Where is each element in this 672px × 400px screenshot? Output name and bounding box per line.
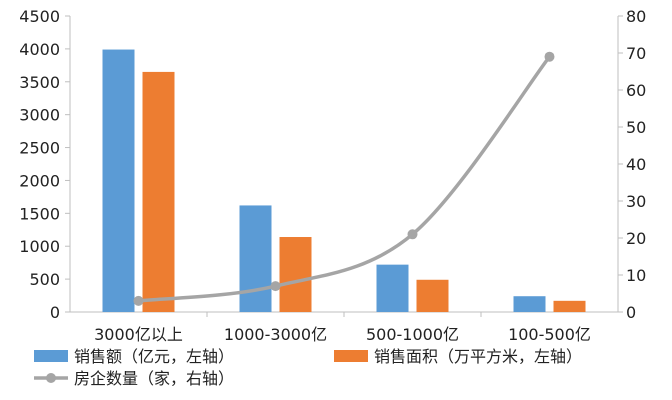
legend: 销售额（亿元，左轴） 销售面积（万平方米，左轴） 房企数量（家，右轴） — [34, 347, 582, 388]
bar-sales-area — [553, 300, 586, 312]
legend-label: 销售面积（万平方米，左轴） — [374, 347, 582, 366]
right-tick-label: 60 — [626, 81, 646, 100]
bar-sales-area — [279, 237, 312, 312]
legend-swatch — [34, 350, 68, 362]
left-tick-label: 1500 — [19, 204, 60, 223]
category-label: 1000-3000亿 — [224, 325, 327, 344]
bar-sales-amount — [376, 264, 409, 312]
bar-sales-amount — [513, 296, 546, 312]
left-tick-label: 3500 — [19, 73, 60, 92]
right-tick-label: 80 — [626, 7, 646, 26]
left-tick-label: 1000 — [19, 237, 60, 256]
right-tick-label: 0 — [626, 303, 636, 322]
bar-sales-area — [142, 71, 175, 313]
line-layer — [133, 51, 555, 306]
left-tick-label: 3000 — [19, 106, 60, 125]
category-label: 3000亿以上 — [94, 325, 183, 344]
legend-swatch — [334, 350, 368, 362]
legend-item: 销售面积（万平方米，左轴） — [334, 347, 582, 366]
left-tick-label: 2000 — [19, 171, 60, 190]
category-label: 100-500亿 — [508, 325, 591, 344]
bar-sales-area — [416, 279, 449, 312]
bars-layer — [102, 49, 586, 313]
right-tick-label: 20 — [626, 229, 646, 248]
left-tick-label: 500 — [29, 270, 60, 289]
line-point — [407, 229, 418, 240]
left-tick-label: 2500 — [19, 139, 60, 158]
ticks-layer: 0 500 1000 1500 2000 2500 3000 3500 4000 4500 0 10 2… — [19, 7, 646, 344]
bar-sales-amount — [239, 205, 272, 312]
right-tick-label: 70 — [626, 44, 646, 63]
bar-sales-amount — [102, 49, 135, 313]
right-tick-label: 40 — [626, 155, 646, 174]
left-tick-label: 0 — [50, 303, 60, 322]
line-point — [133, 295, 144, 306]
category-label: 500-1000亿 — [366, 325, 459, 344]
line-point — [270, 281, 281, 292]
legend-label: 销售额（亿元，左轴） — [74, 347, 234, 366]
left-tick-label: 4000 — [19, 40, 60, 59]
right-tick-label: 30 — [626, 192, 646, 211]
legend-marker — [46, 373, 56, 383]
line-point — [544, 51, 555, 62]
legend-item: 房企数量（家，右轴） — [34, 369, 234, 388]
left-tick-label: 4500 — [19, 7, 60, 26]
line-company-count — [136, 54, 552, 303]
right-tick-label: 10 — [626, 266, 646, 285]
legend-item: 销售额（亿元，左轴） — [34, 347, 234, 366]
legend-label: 房企数量（家，右轴） — [74, 369, 234, 388]
right-tick-label: 50 — [626, 118, 646, 137]
